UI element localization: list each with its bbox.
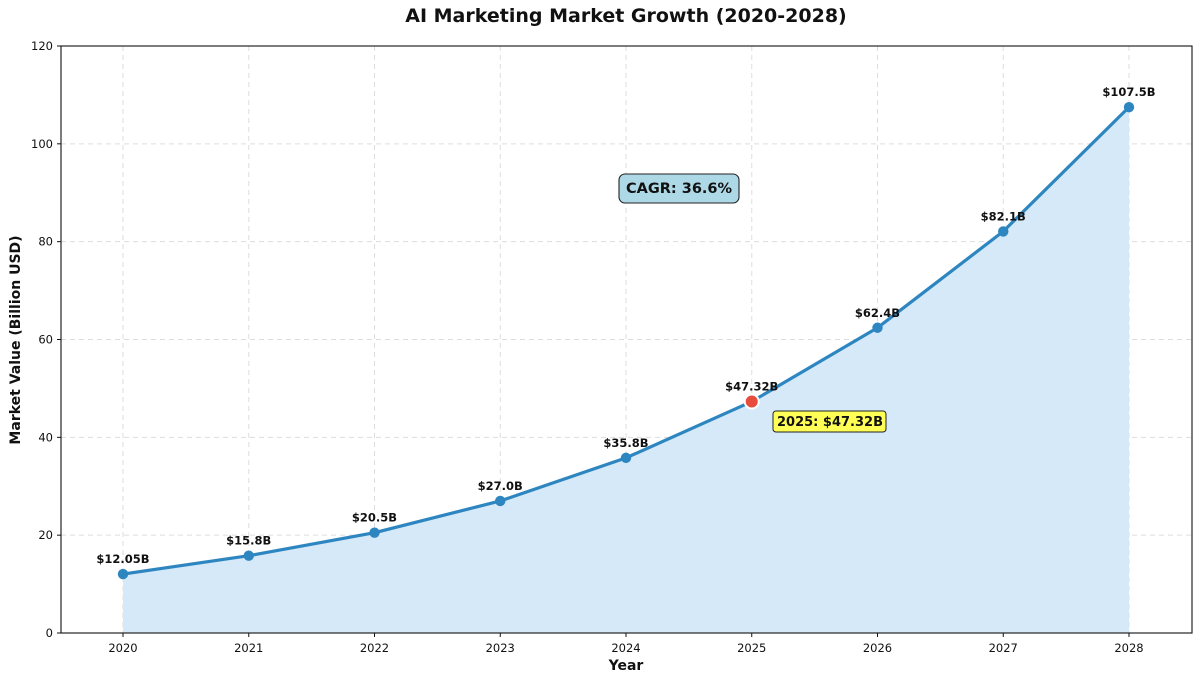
- x-tick-label: 2022: [360, 641, 389, 655]
- x-tick-label: 2025: [737, 641, 766, 655]
- y-tick-label: 60: [38, 333, 53, 347]
- data-point: [1123, 101, 1135, 113]
- data-label: $15.8B: [226, 534, 271, 548]
- x-tick-label: 2021: [234, 641, 263, 655]
- x-tick-label: 2023: [486, 641, 515, 655]
- chart-title: AI Marketing Market Growth (2020-2028): [405, 5, 846, 27]
- y-tick-label: 120: [31, 39, 53, 53]
- data-point: [872, 322, 883, 333]
- x-axis-label: Year: [608, 658, 644, 674]
- highlight-box: [772, 410, 887, 433]
- y-tick-label: 0: [46, 626, 53, 640]
- x-tick-label: 2020: [108, 641, 137, 655]
- x-tick-label: 2026: [863, 641, 892, 655]
- data-point: [998, 226, 1009, 237]
- data-point: [117, 568, 129, 580]
- data-label: $107.5B: [1102, 85, 1155, 99]
- data-point: [495, 495, 506, 507]
- x-tick-label: 2027: [989, 641, 1018, 655]
- y-tick-label: 100: [31, 137, 53, 151]
- data-point: [243, 550, 254, 561]
- data-label: $27.0B: [478, 479, 523, 493]
- data-label: $82.1B: [981, 209, 1026, 223]
- cagr-box: [618, 173, 740, 204]
- axis-ticks: 2020 2021 2022 2023 2024 2025 2026 2027 2028 0 20 4…: [31, 39, 1144, 655]
- data-label: $47.32B: [725, 380, 778, 394]
- area-fill-path: [123, 107, 1129, 634]
- y-tick-label: 20: [38, 528, 53, 542]
- data-point: [620, 452, 632, 464]
- data-labels: $12.05B $15.8B $20.5B $27.0B $35.8B $47.32B $6…: [96, 85, 1155, 566]
- data-point: [369, 527, 380, 538]
- annotations: CAGR: 36.6% 2025: $47.32B: [618, 173, 887, 433]
- data-label: $62.4B: [855, 306, 900, 320]
- data-label: $20.5B: [352, 511, 397, 525]
- highlight-annotation: 2025: $47.32B: [777, 415, 883, 430]
- x-tick-label: 2028: [1114, 641, 1143, 655]
- y-tick-label: 40: [38, 430, 53, 444]
- highlight-point: [743, 393, 760, 410]
- y-tick-label: 80: [38, 235, 53, 249]
- y-axis-label: Market Value (Billion USD): [8, 235, 24, 444]
- data-points: [117, 101, 1135, 580]
- x-tick-label: 2024: [611, 641, 640, 655]
- area-fill: [123, 107, 1129, 634]
- data-label: $35.8B: [603, 436, 648, 450]
- cagr-annotation: CAGR: 36.6%: [626, 181, 733, 197]
- data-label: $12.05B: [96, 552, 149, 566]
